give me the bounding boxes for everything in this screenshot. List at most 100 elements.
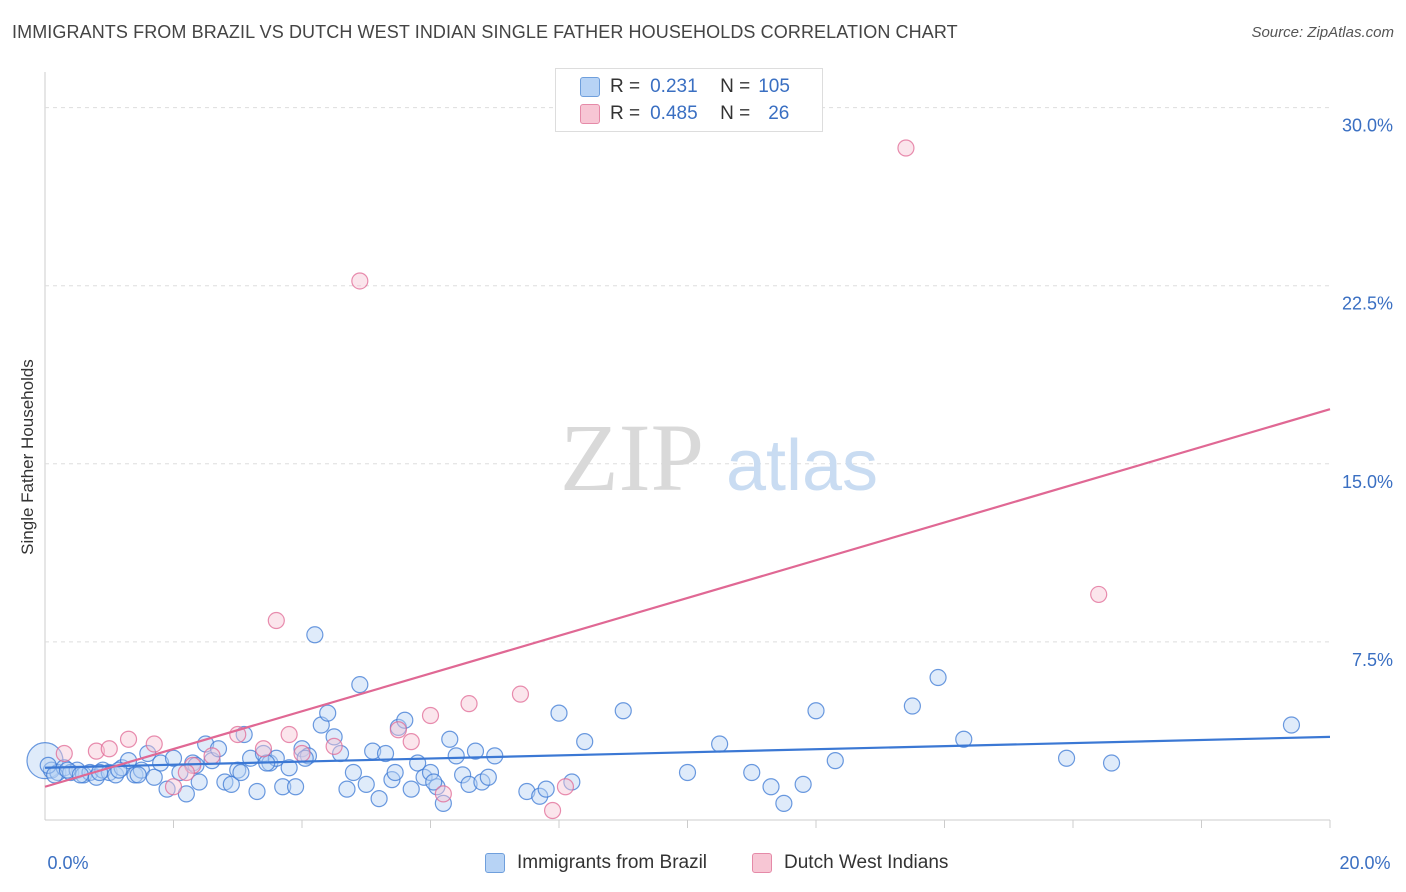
brazil-point — [441, 730, 459, 748]
brazil-point — [955, 730, 973, 748]
dutch-point — [119, 730, 138, 748]
brazil-point — [396, 711, 414, 729]
brazil-point — [344, 763, 362, 782]
x-tick-label-max: 20.0% — [1339, 853, 1390, 873]
chart-title: IMMIGRANTS FROM BRAZIL VS DUTCH WEST IND… — [12, 22, 958, 42]
brazil-point — [447, 747, 465, 765]
dutch-point — [254, 740, 273, 758]
dutch-point — [556, 778, 575, 796]
data-points — [26, 139, 1301, 820]
brazil-point — [232, 763, 250, 782]
brazil-point — [460, 775, 478, 793]
brazil-point — [711, 735, 729, 753]
dutch-point — [389, 721, 407, 739]
dutch-point — [177, 763, 195, 782]
brazil-point — [929, 668, 947, 687]
dutch-point — [267, 611, 285, 630]
brazil-point — [26, 742, 64, 780]
dutch-point — [434, 785, 452, 803]
dutch-point — [511, 685, 530, 703]
brazil-point — [826, 752, 844, 770]
series-swatch-pink — [752, 853, 772, 873]
legend-swatch-blue — [580, 77, 600, 97]
series-points-0 — [26, 626, 1301, 812]
y-tick-label: 15.0% — [1342, 472, 1393, 492]
legend-swatch-pink — [580, 104, 600, 124]
brazil-point — [479, 768, 497, 786]
legend-n-value: 105 — [758, 76, 790, 97]
watermark-atlas: atlas — [726, 426, 878, 506]
watermark-zip: ZIP — [560, 404, 704, 511]
brazil-point — [319, 704, 337, 722]
brazil-point — [152, 754, 170, 772]
series-points-1 — [55, 139, 1108, 820]
series-label-dutch: Dutch West Indians — [784, 852, 949, 873]
brazil-point — [762, 778, 780, 796]
brazil-point — [376, 744, 395, 763]
dutch-point — [164, 778, 183, 796]
legend-r-label: R = — [610, 76, 641, 97]
brazil-point — [190, 773, 208, 791]
brazil-point — [903, 697, 921, 715]
brazil-point — [454, 766, 472, 784]
brazil-point — [531, 787, 549, 805]
y-tick-label: 30.0% — [1342, 116, 1393, 136]
legend-row-brazil: R = 0.231 N = 105 — [580, 75, 790, 99]
brazil-point — [209, 740, 228, 758]
brazil-point — [1057, 749, 1076, 767]
brazil-point — [576, 733, 594, 751]
dutch-point — [100, 740, 118, 758]
brazil-point — [274, 778, 292, 796]
brazil-trend-line — [44, 735, 1331, 769]
brazil-point — [386, 763, 404, 782]
legend-n-label: N = — [720, 76, 751, 97]
brazil-point — [1282, 716, 1301, 734]
brazil-point — [177, 785, 195, 803]
brazil-point — [293, 740, 311, 758]
brazil-point — [145, 768, 163, 786]
dutch-point — [145, 735, 163, 753]
dutch-point — [543, 801, 562, 820]
brazil-point — [775, 794, 793, 812]
brazil-point — [794, 775, 812, 793]
brazil-point — [466, 742, 485, 760]
x-tick-label-min: 0.0% — [47, 853, 88, 873]
brazil-point — [421, 763, 440, 782]
brazil-point — [357, 775, 375, 793]
series-legend-dutch: Dutch West Indians — [752, 852, 948, 874]
legend-r-label: R = — [610, 103, 641, 124]
legend-r-value: 0.485 — [650, 103, 698, 124]
legend-r-value: 0.231 — [650, 76, 698, 97]
series-legend-brazil: Immigrants from Brazil — [485, 852, 707, 874]
brazil-point — [550, 704, 568, 722]
dutch-point — [1090, 585, 1108, 604]
brazil-point — [280, 759, 298, 777]
brazil-point — [338, 780, 356, 798]
brazil-point — [39, 756, 57, 774]
dutch-point — [293, 744, 311, 763]
brazil-point — [286, 778, 305, 796]
brazil-point — [537, 780, 555, 798]
legend-row-dutch: R = 0.485 N = 26 — [580, 102, 789, 126]
legend-n-label: N = — [720, 103, 751, 124]
series-label-brazil: Immigrants from Brazil — [517, 852, 708, 873]
brazil-point — [222, 775, 240, 793]
y-tick-label: 22.5% — [1342, 294, 1393, 314]
dutch-point — [325, 737, 343, 755]
dutch-point — [351, 272, 369, 290]
brazil-point — [129, 766, 147, 784]
dutch-point — [897, 139, 915, 157]
brazil-point — [743, 763, 761, 782]
series-legend: Immigrants from Brazil Dutch West Indian… — [0, 852, 1406, 878]
legend-n-value: 26 — [768, 103, 790, 124]
brazil-point — [614, 702, 632, 720]
watermark: ZIP atlas — [560, 404, 878, 511]
brazil-point — [1102, 754, 1121, 772]
dutch-point — [55, 744, 73, 763]
dutch-point — [402, 733, 420, 751]
brazil-point — [434, 794, 452, 812]
brazil-point — [248, 782, 266, 801]
trend-lines — [44, 408, 1331, 788]
dutch-point — [280, 725, 298, 744]
